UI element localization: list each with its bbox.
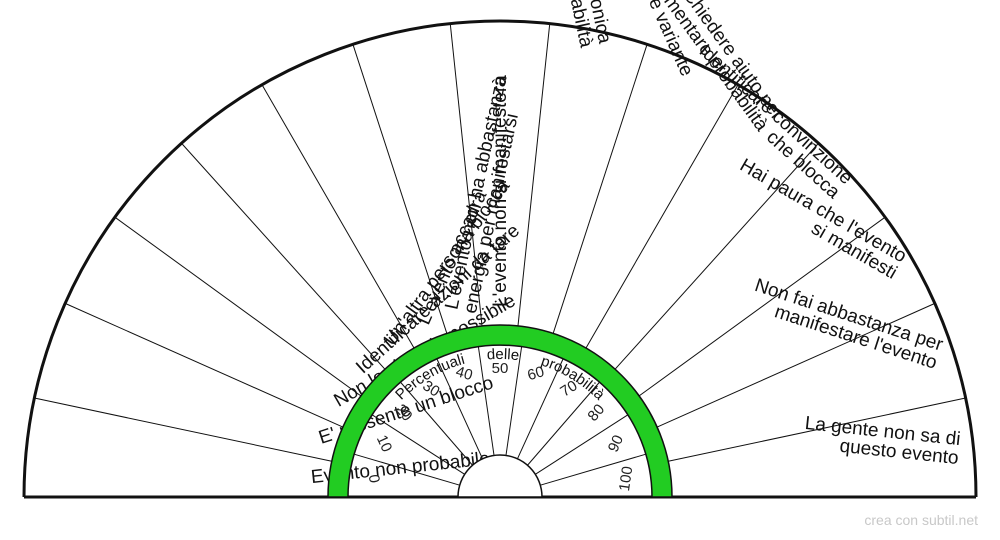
- scale-ticks: [354, 346, 646, 486]
- sector-divider: [614, 142, 819, 370]
- sector-divider: [517, 23, 551, 326]
- sector-divider: [585, 84, 739, 349]
- sector-dividers: [34, 23, 966, 462]
- scale-ray: [527, 381, 600, 466]
- scale-ray: [371, 414, 465, 475]
- sector-divider: [656, 302, 936, 428]
- sector-divider: [449, 23, 483, 326]
- scale-ray: [516, 358, 564, 460]
- sector-divider: [638, 216, 886, 397]
- scale-number: 10: [373, 432, 395, 454]
- sector-divider: [552, 44, 648, 334]
- scale-number: 40: [454, 363, 475, 384]
- scale-number: 90: [605, 432, 627, 454]
- outer-arc: [22, 19, 978, 498]
- probability-ring: [327, 324, 673, 498]
- scale-number: 50: [492, 360, 509, 377]
- scale-ray: [400, 381, 473, 466]
- sector-divider: [261, 84, 415, 349]
- center-semicircle: [457, 454, 543, 498]
- scale-number: 30: [419, 377, 442, 400]
- sector-divider: [352, 44, 448, 334]
- scale-number: 0: [365, 473, 383, 484]
- sector-divider: [64, 302, 344, 428]
- scale-number: 70: [557, 377, 580, 400]
- scale-ray: [535, 414, 629, 475]
- scale-number: 100: [616, 465, 636, 492]
- scale-ray: [505, 346, 523, 456]
- sector-divider: [114, 216, 362, 397]
- scale-ray: [436, 358, 484, 460]
- scale-number: 60: [526, 363, 547, 384]
- scale-ray: [477, 346, 495, 456]
- sector-divider: [181, 142, 386, 370]
- ring-word-delle: delle: [486, 346, 520, 364]
- sector-divider: [668, 397, 966, 462]
- scale-ray: [354, 453, 460, 486]
- sector-divider: [34, 397, 332, 462]
- sector-label: L'evento non si manifesterà: [490, 75, 511, 307]
- scale-ray: [540, 453, 646, 486]
- sector-label-line: L'evento non si manifesterà: [490, 75, 511, 307]
- credit-text: crea con subtil.net: [864, 512, 978, 528]
